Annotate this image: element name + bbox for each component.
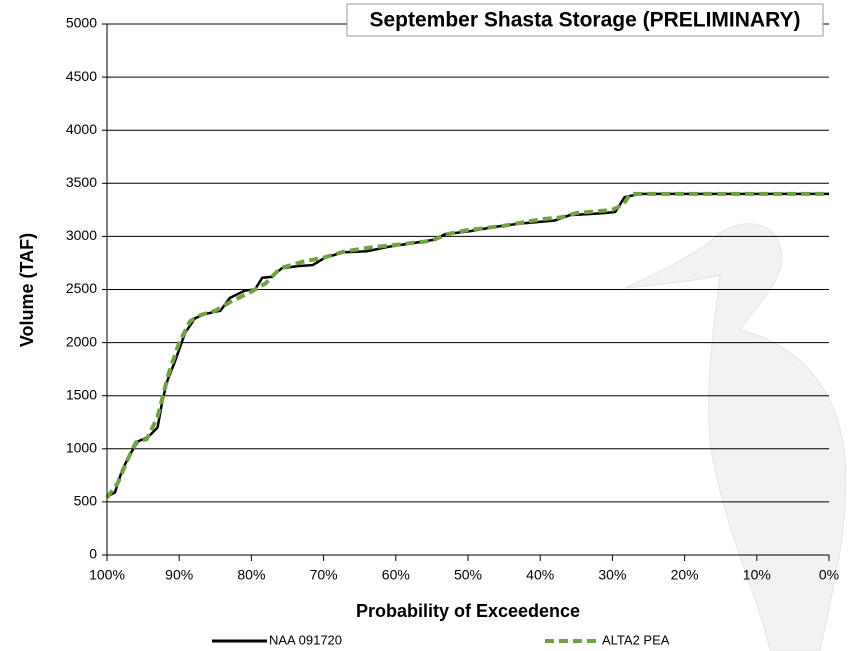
x-tick-label: 20% xyxy=(671,567,699,583)
y-axis-label: Volume (TAF) xyxy=(17,233,37,347)
y-tick-label: 0 xyxy=(89,546,97,562)
y-tick-label: 2000 xyxy=(66,333,97,349)
chart-title: September Shasta Storage (PRELIMINARY) xyxy=(370,9,801,32)
title-box xyxy=(346,3,824,37)
x-tick-label: 30% xyxy=(598,567,626,583)
x-tick-label: 100% xyxy=(89,567,125,583)
legend: NAA 091720 ALTA2 PEA xyxy=(212,632,670,647)
y-tick-label: 5000 xyxy=(66,15,97,31)
legend-label: NAA 091720 xyxy=(269,632,342,647)
x-tick-label: 70% xyxy=(310,567,338,583)
y-tick-label: 1500 xyxy=(66,386,97,402)
x-tick-label: 40% xyxy=(526,567,554,583)
x-tick-label: 90% xyxy=(165,567,193,583)
y-tick-label: 2500 xyxy=(66,280,97,296)
watermark xyxy=(624,223,847,651)
x-tick-label: 0% xyxy=(819,567,839,583)
y-tick-label: 500 xyxy=(74,493,98,509)
x-tick-label: 10% xyxy=(743,567,771,583)
x-tick-label: 50% xyxy=(454,567,482,583)
y-tick-label: 3500 xyxy=(66,174,97,190)
y-tick-label: 4500 xyxy=(66,68,97,84)
x-tick-label: 60% xyxy=(382,567,410,583)
x-tick-label: 80% xyxy=(237,567,265,583)
legend-label: ALTA2 PEA xyxy=(602,632,670,647)
y-tick-label: 3000 xyxy=(66,227,97,243)
y-tick-label: 4000 xyxy=(66,121,97,137)
x-axis-label: Probability of Exceedence xyxy=(356,601,580,621)
y-tick-label: 1000 xyxy=(66,440,97,456)
series-line xyxy=(105,191,829,499)
plot-lines xyxy=(105,191,829,499)
